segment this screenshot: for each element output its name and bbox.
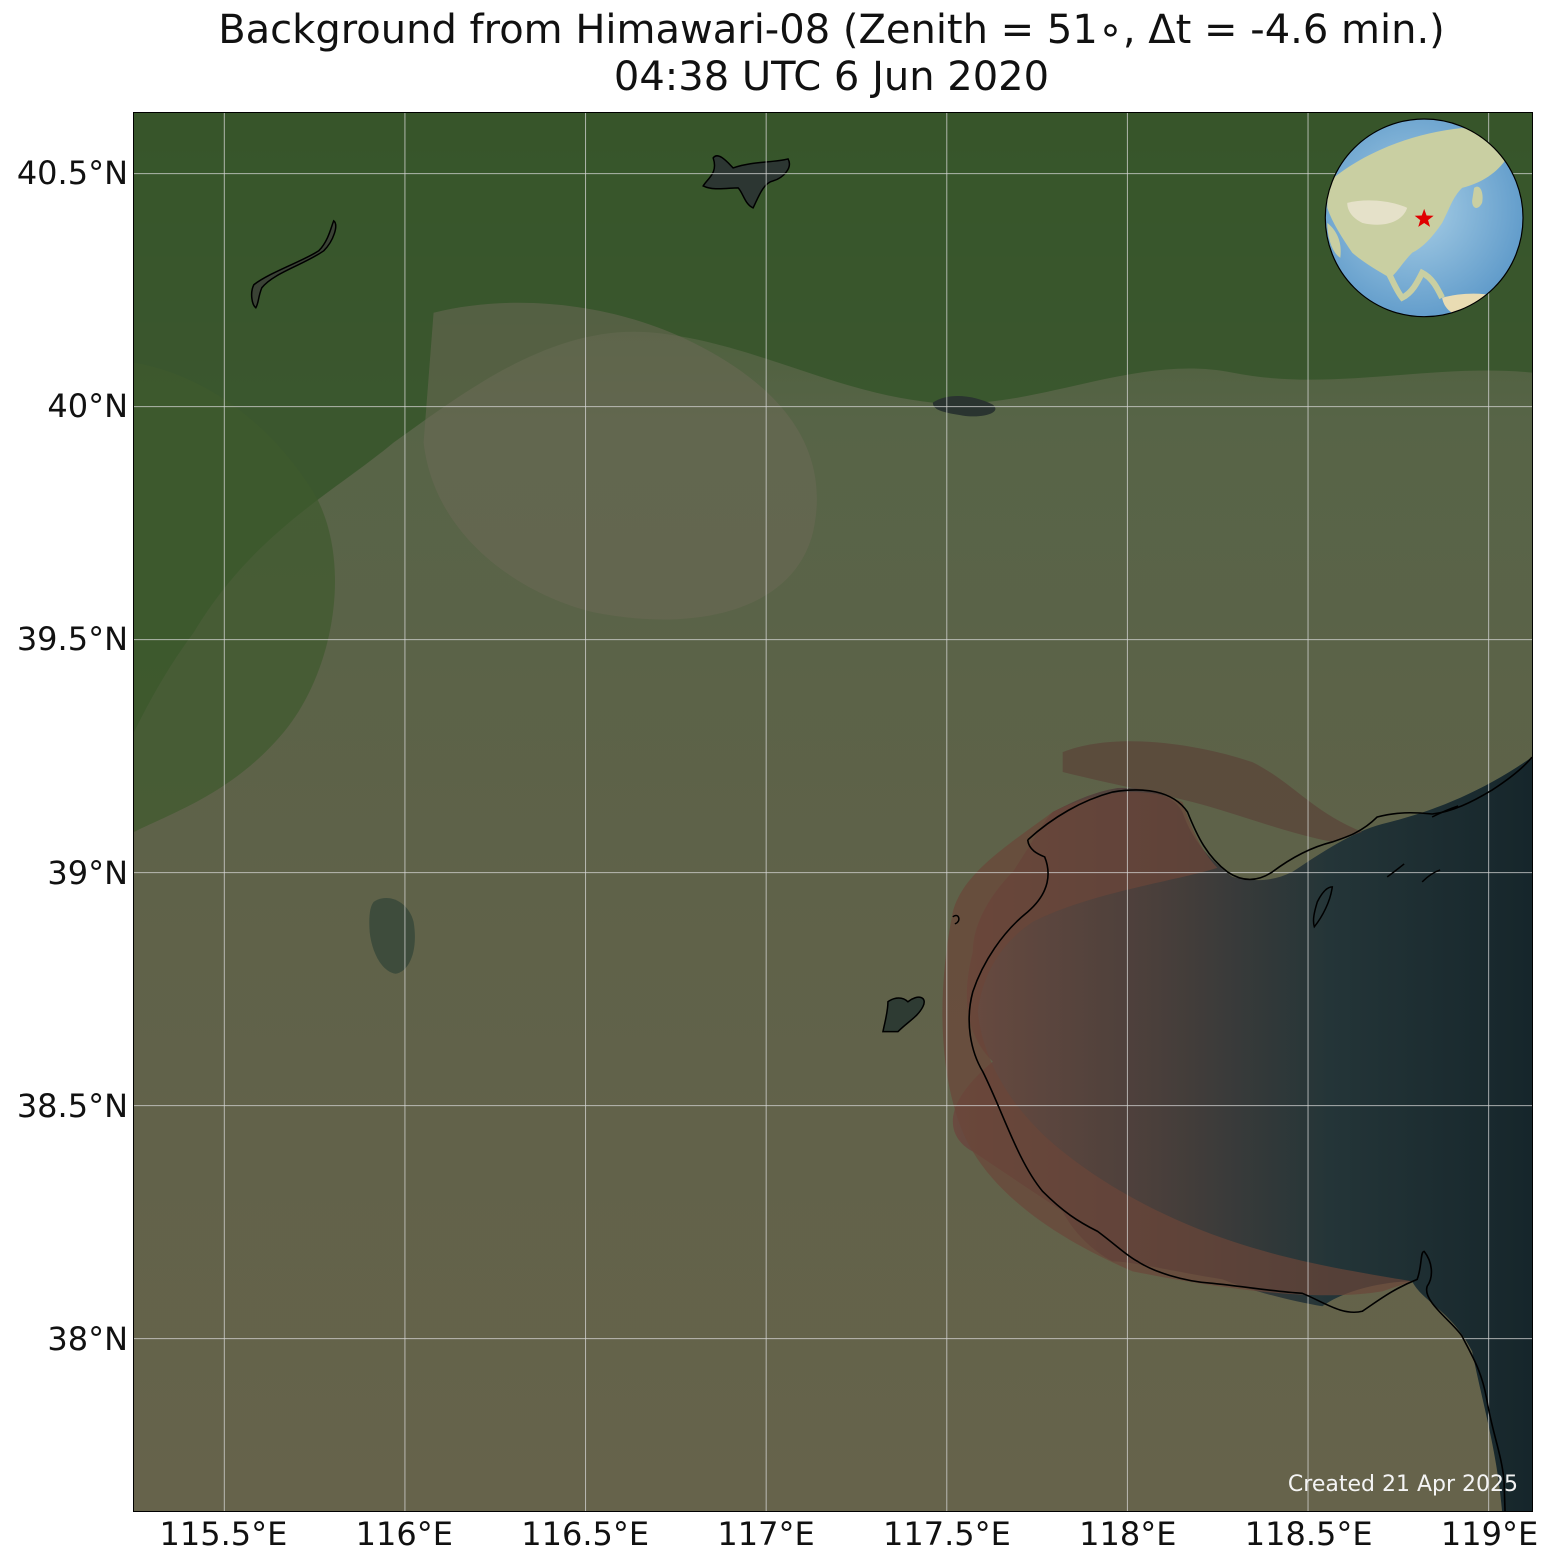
latitude-tick-label: 39.5°N bbox=[16, 620, 128, 659]
coastal-mudflats bbox=[942, 792, 1413, 1296]
latitude-tick-label: 40.5°N bbox=[16, 153, 128, 192]
guanting-reservoir bbox=[250, 219, 337, 309]
beijing-plain bbox=[423, 302, 817, 620]
small-islands bbox=[952, 805, 1459, 925]
map-gridlines bbox=[134, 113, 1532, 1511]
latitude-tick-label: 40°N bbox=[47, 387, 128, 425]
latitude-tick-label: 39°N bbox=[47, 853, 128, 892]
satellite-map bbox=[133, 112, 1533, 1512]
longitude-tick-label: 116.5°E bbox=[521, 1515, 650, 1553]
globe-india bbox=[1327, 222, 1341, 258]
longitude-tick-label: 118°E bbox=[1079, 1515, 1177, 1553]
chart-title: Background from Himawari-08 (Zenith = 51… bbox=[218, 7, 1445, 53]
longitude-tick-label: 117.5°E bbox=[883, 1515, 1011, 1553]
longitude-tick-label: 119°E bbox=[1440, 1515, 1539, 1553]
longitude-tick-label: 118.5°E bbox=[1244, 1515, 1373, 1553]
beidagang-reservoir bbox=[882, 996, 925, 1033]
longitude-tick-label: 115.5°E bbox=[159, 1515, 288, 1553]
bohai-bay-sea bbox=[952, 757, 1532, 1511]
globe-asia-landmass bbox=[1327, 127, 1508, 278]
northern-coastal-wetlands bbox=[1062, 741, 1363, 842]
baiyangdian-lake bbox=[369, 897, 415, 974]
coastline-north bbox=[1027, 756, 1532, 881]
miyun-reservoir bbox=[702, 155, 791, 209]
northern-mountains bbox=[134, 113, 1532, 733]
caofeidian-island bbox=[1312, 886, 1334, 929]
longitude-tick-label: 117°E bbox=[717, 1515, 815, 1553]
globe-japan bbox=[1472, 186, 1483, 208]
latitude-tick-label: 38°N bbox=[47, 1320, 128, 1359]
chart-subtitle-timestamp: 04:38 UTC 6 Jun 2020 bbox=[613, 54, 1050, 100]
globe-tibetan-plateau bbox=[1347, 200, 1408, 225]
creation-credit: Created 21 Apr 2025 bbox=[1287, 1472, 1518, 1497]
map-canvas bbox=[134, 113, 1532, 1511]
inset-globe bbox=[1324, 118, 1524, 318]
latitude-tick-label: 38.5°N bbox=[16, 1087, 128, 1125]
globe-se-asia bbox=[1379, 260, 1445, 302]
coastline bbox=[968, 839, 1506, 1511]
western-hills bbox=[134, 362, 335, 832]
longitude-tick-label: 116°E bbox=[355, 1515, 453, 1553]
red-star-icon bbox=[1414, 208, 1434, 227]
